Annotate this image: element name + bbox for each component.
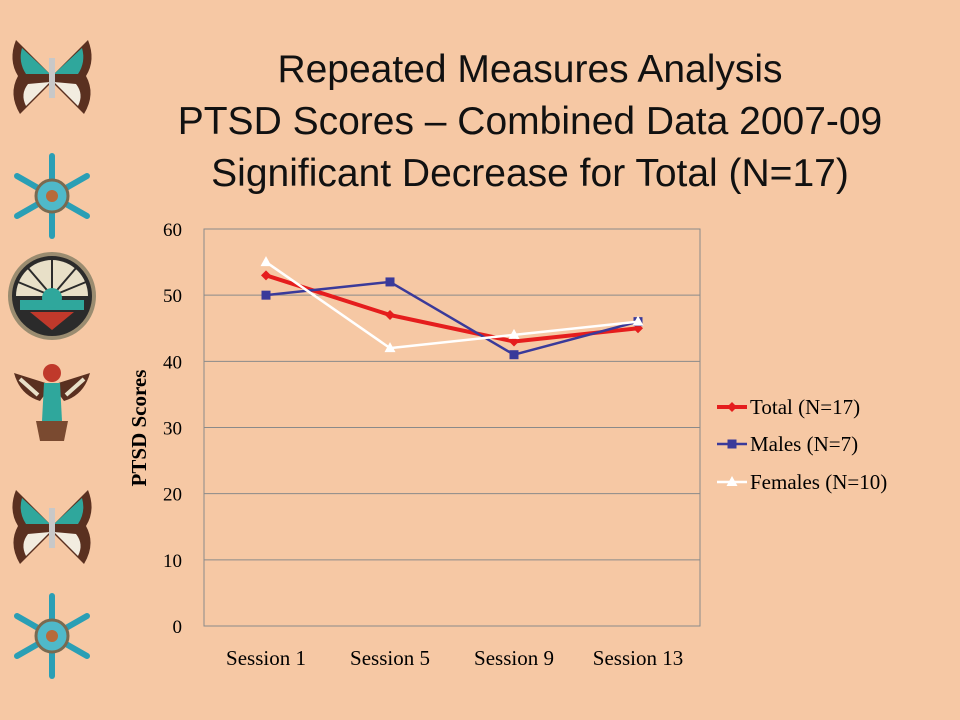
x-tick-label: Session 1: [226, 646, 306, 670]
series-line: [265, 273, 639, 344]
y-tick-label: 50: [163, 286, 182, 307]
legend-label: Males (N=7): [750, 432, 858, 456]
x-tick-labels: Session 1 Session 5 Session 9 Session 13: [226, 646, 683, 670]
sun-medallion-icon: [8, 252, 96, 340]
legend-item: Total (N=17): [717, 395, 860, 419]
x-tick-label: Session 9: [474, 646, 554, 670]
butterfly-icon: [12, 490, 92, 564]
series-line: [265, 261, 639, 350]
y-tick-label: 10: [163, 551, 182, 572]
data-point: [385, 310, 395, 321]
y-tick-label: 20: [163, 485, 182, 506]
legend-marker: [726, 476, 738, 486]
x-tick-label: Session 5: [350, 646, 430, 670]
legend-item: Females (N=10): [717, 470, 887, 494]
title-line-2: PTSD Scores – Combined Data 2007-09: [177, 100, 883, 143]
legend-marker: [727, 402, 737, 412]
data-point: [632, 315, 644, 326]
title-line-3: Significant Decrease for Total (N=17): [211, 152, 849, 195]
data-point: [385, 277, 395, 287]
y-tick-labels: 0 10 20 30 40 50 60: [163, 220, 182, 638]
data-point: [261, 290, 271, 300]
snowflake-icon: [14, 593, 90, 679]
snowflake-icon: [14, 153, 90, 239]
series-group: [260, 256, 644, 360]
data-point: [509, 336, 519, 347]
series-1: [261, 277, 643, 360]
data-point: [260, 256, 272, 267]
legend-label: Total (N=17): [750, 395, 860, 419]
decoration-column: [0, 0, 110, 720]
data-point: [509, 350, 519, 360]
data-point: [384, 342, 396, 353]
series-line: [265, 280, 639, 356]
y-axis-label: PTSD Scores: [127, 370, 151, 487]
x-tick-label: Session 13: [593, 646, 683, 670]
butterfly-icon: [12, 40, 92, 114]
data-point: [261, 270, 271, 281]
legend-marker: [727, 439, 737, 449]
title-line-1: Repeated Measures Analysis: [277, 48, 783, 91]
y-tick-label: 60: [163, 220, 182, 241]
y-tick-label: 30: [163, 419, 182, 440]
legend-item: Males (N=7): [717, 432, 858, 456]
slide-title: Repeated Measures Analysis PTSD Scores –…: [110, 44, 950, 200]
kachina-bird-icon: [14, 364, 90, 441]
grid-lines: [204, 294, 700, 561]
series-2: [260, 256, 644, 353]
legend-label: Females (N=10): [750, 470, 887, 494]
data-point: [508, 328, 520, 339]
legend: Total (N=17) Males (N=7) Females (N=10): [717, 395, 887, 494]
y-tick-label: 40: [163, 352, 182, 373]
y-tick-label: 0: [173, 617, 183, 638]
plot-frame: [203, 228, 701, 627]
